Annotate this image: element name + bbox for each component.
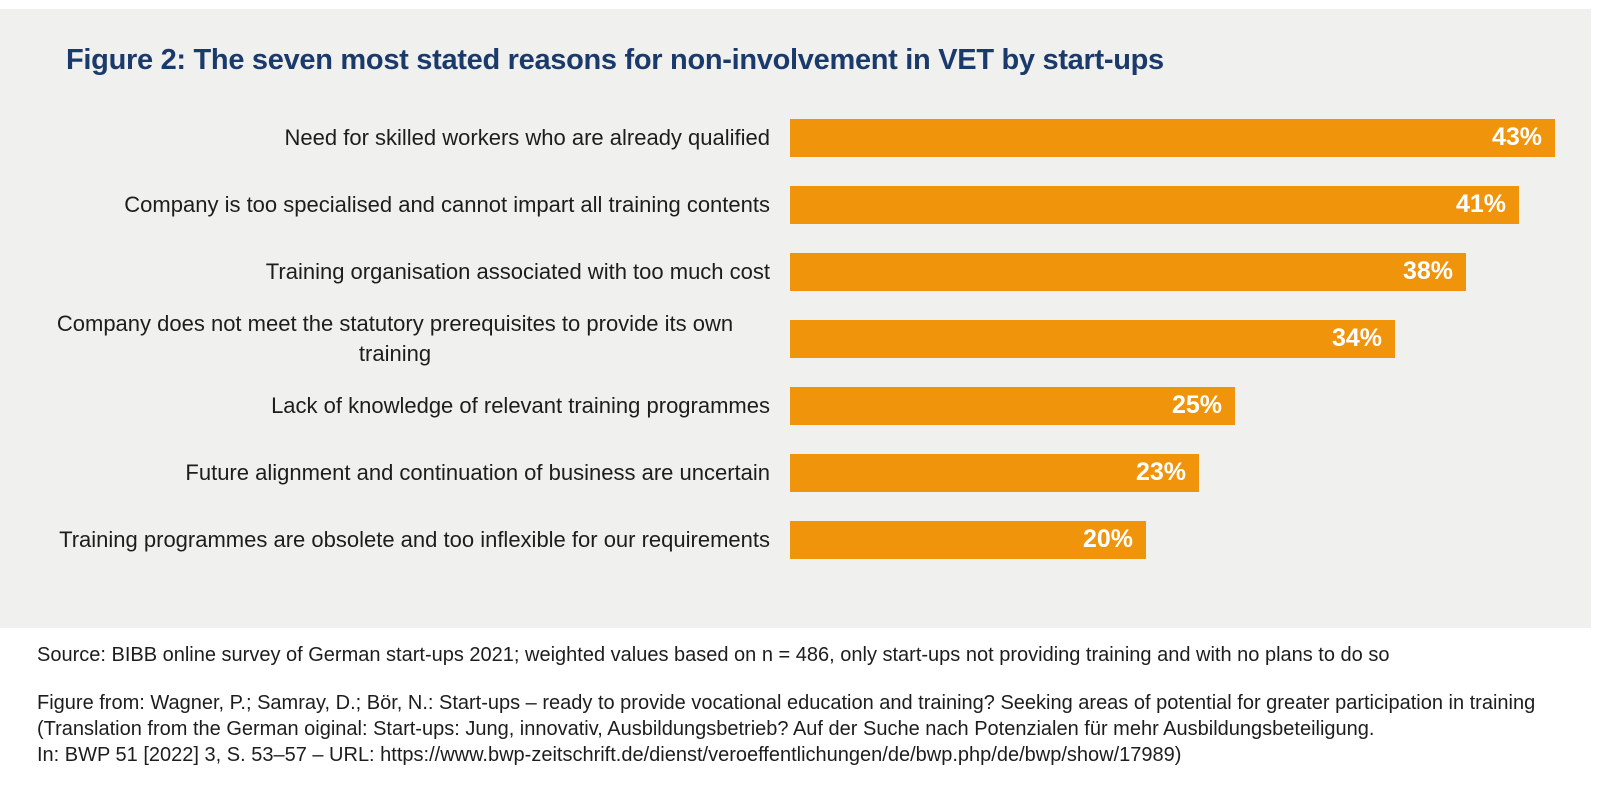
bar-area: 23% — [790, 453, 1591, 492]
bar: 25% — [790, 386, 1235, 425]
chart-row: Training programmes are obsolete and too… — [0, 506, 1591, 573]
category-label: Future alignment and continuation of bus… — [185, 459, 770, 485]
footer: Source: BIBB online survey of German sta… — [0, 628, 1600, 768]
bar: 43% — [790, 118, 1555, 157]
category-label: Company is too specialised and cannot im… — [124, 191, 770, 217]
citation-line-2: (Translation from the German oiginal: St… — [37, 718, 1375, 740]
category-label: Training organisation associated with to… — [265, 258, 770, 284]
bar-value-label: 25% — [1171, 391, 1222, 419]
chart-row: Company does not meet the statutory prer… — [0, 305, 1591, 372]
category-label: Training programmes are obsolete and too… — [59, 526, 770, 552]
bar-area: 25% — [790, 386, 1591, 425]
bar-value-label: 41% — [1455, 190, 1506, 218]
category-label: Lack of knowledge of relevant training p… — [271, 392, 770, 418]
chart-panel: Figure 2: The seven most stated reasons … — [0, 9, 1591, 628]
chart-row: Lack of knowledge of relevant training p… — [0, 372, 1591, 439]
bar: 23% — [790, 453, 1199, 492]
bar-value-label: 43% — [1491, 123, 1542, 151]
bar-area: 41% — [790, 185, 1591, 224]
category-label: Company does not meet the statutory prer… — [56, 310, 734, 366]
citation-line-1: Figure from: Wagner, P.; Samray, D.; Bör… — [37, 692, 1536, 714]
chart-row: Need for skilled workers who are already… — [0, 104, 1591, 171]
figure-title: Figure 2: The seven most stated reasons … — [66, 44, 1164, 76]
bar: 41% — [790, 185, 1519, 224]
bar: 38% — [790, 252, 1466, 291]
bar-area: 38% — [790, 252, 1591, 291]
source-note: Source: BIBB online survey of German sta… — [37, 644, 1390, 666]
bar-value-label: 23% — [1135, 458, 1186, 486]
citation-line-3: In: BWP 51 [2022] 3, S. 53–57 – URL: htt… — [37, 744, 1182, 766]
bar-value-label: 34% — [1331, 324, 1382, 352]
bar-area: 34% — [790, 319, 1591, 358]
bar-area: 43% — [790, 118, 1591, 157]
bar: 20% — [790, 520, 1146, 559]
chart-row: Future alignment and continuation of bus… — [0, 439, 1591, 506]
bar-area: 20% — [790, 520, 1591, 559]
bar-value-label: 20% — [1082, 525, 1133, 553]
chart-row: Company is too specialised and cannot im… — [0, 171, 1591, 238]
figure-citation: Figure from: Wagner, P.; Samray, D.; Bör… — [37, 690, 1570, 768]
bar-chart: Need for skilled workers who are already… — [0, 104, 1591, 573]
category-label: Need for skilled workers who are already… — [284, 124, 770, 150]
bar-value-label: 38% — [1402, 257, 1453, 285]
bar: 34% — [790, 319, 1395, 358]
chart-row: Training organisation associated with to… — [0, 238, 1591, 305]
